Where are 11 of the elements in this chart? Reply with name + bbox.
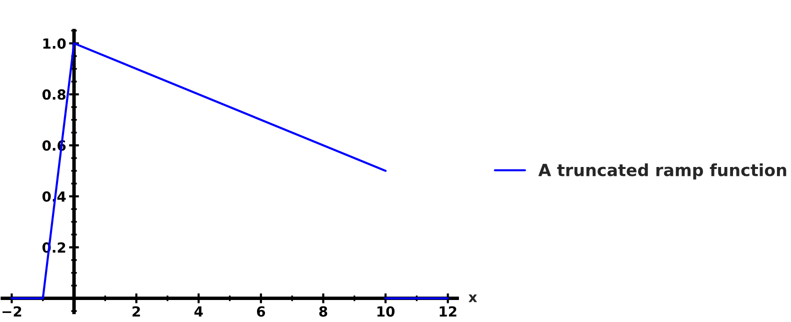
x-tick-label: 12	[440, 306, 456, 317]
x-axis-title: x	[468, 294, 478, 302]
y-tick-label: 1.0	[43, 38, 66, 49]
x-tick-label: 8	[319, 306, 328, 317]
x-tick-label: 10	[377, 306, 395, 317]
x-tick-label: 4	[194, 306, 203, 317]
x-tick-label: 6	[256, 306, 266, 317]
x-tick-label: 2	[132, 306, 140, 317]
x-tick-label: −2	[2, 306, 22, 317]
y-tick-label: 0.8	[42, 89, 66, 100]
legend-label: A truncated ramp function	[538, 163, 786, 180]
